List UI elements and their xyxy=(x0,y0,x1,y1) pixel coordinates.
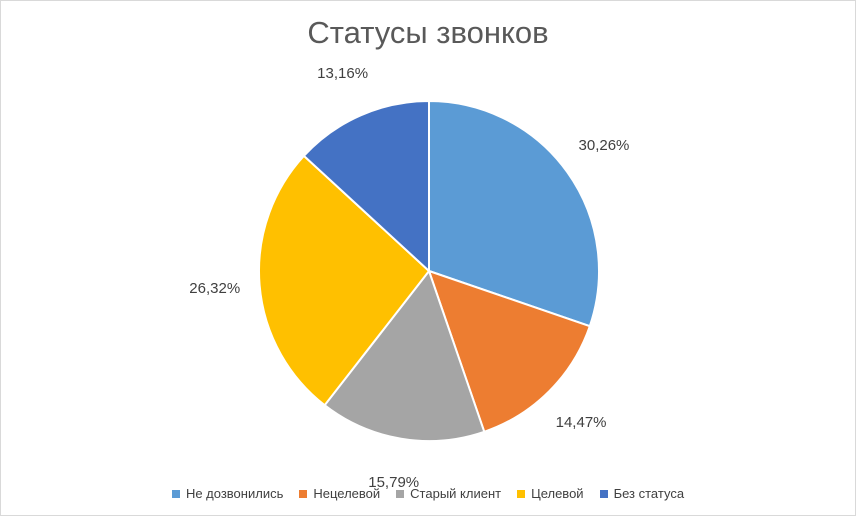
pie-slice-4 xyxy=(258,154,431,407)
data-label-1: 30,26% xyxy=(579,137,630,154)
pie-slice-2 xyxy=(427,269,592,434)
legend-label: Нецелевой xyxy=(313,486,381,501)
data-label-2: 14,47% xyxy=(556,414,607,431)
legend-label: Целевой xyxy=(531,486,584,501)
legend-swatch xyxy=(299,489,308,498)
legend-swatch xyxy=(517,489,526,498)
legend-swatch xyxy=(599,489,608,498)
pie-slice-5 xyxy=(302,99,430,274)
pie-slice-3 xyxy=(323,268,486,442)
legend-label: Без статуса xyxy=(613,486,685,501)
legend-label: Старый клиент xyxy=(410,486,502,501)
chart-title: Статусы звонков xyxy=(307,15,549,50)
legend-item-5: Без статуса xyxy=(599,486,685,501)
legend-item-3: Старый клиент xyxy=(396,486,501,501)
data-label-4: 26,32% xyxy=(189,280,240,297)
pie-slice-1 xyxy=(428,99,600,328)
legend-label: Не дозвонились xyxy=(185,486,284,501)
data-label-3: 15,79% xyxy=(368,474,419,491)
legend-item-2: Нецелевой xyxy=(299,486,380,501)
legend-swatch xyxy=(396,489,405,498)
legend-item-4: Целевой xyxy=(517,486,584,501)
legend-swatch xyxy=(171,489,180,498)
legend-item-1: Не дозвонились xyxy=(171,486,284,501)
data-label-5: 13,16% xyxy=(317,65,368,82)
legend: Не дозвонились Нецелевой Старый клиент Целе… xyxy=(1,486,855,501)
